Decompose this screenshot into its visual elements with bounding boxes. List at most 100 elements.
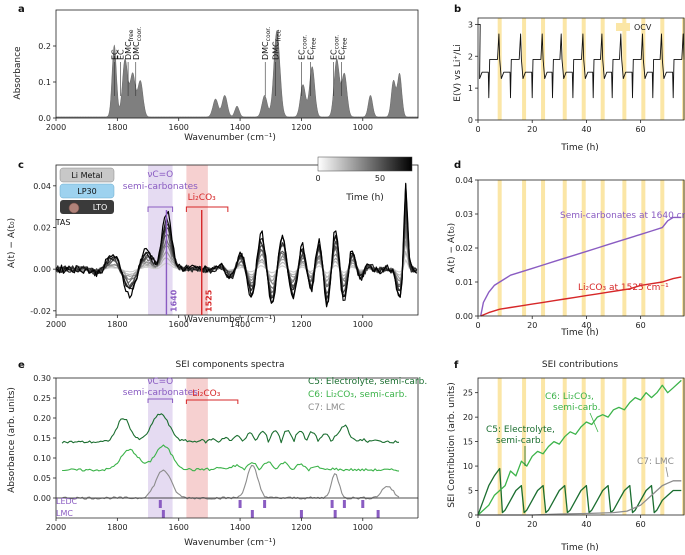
b-ytick-label: 2: [468, 52, 473, 61]
difference-spectrum: [55, 215, 418, 295]
marker-1525-label: 1525: [205, 289, 214, 312]
f-c7-label: C7: LMC: [637, 457, 674, 467]
e-ytick-label: 0.25: [33, 394, 51, 403]
panel-a-spectrum: [55, 29, 419, 119]
ref-marker-lmc: [299, 510, 303, 518]
panel-d-ylabel: A(t) − A(t₀): [447, 223, 457, 273]
lto-label: LTO: [93, 203, 108, 212]
c-ytick-label: -0.02: [30, 307, 51, 316]
ocv-band: [581, 18, 586, 120]
panel-b-ocv-bands: [497, 18, 685, 120]
a-xtick-label: 1200: [291, 123, 311, 132]
f-c5-label-2: semi-carb.: [496, 436, 543, 446]
panel-d-axes: 0 20 40 60 0.00 0.01 0.02 0.03 0.04: [455, 176, 685, 330]
bracket-semi-carbonates: [147, 206, 174, 212]
d-xtick-label: 0: [475, 321, 480, 330]
annotation-label: ECfree: [337, 37, 348, 60]
d-ytick-label: 0.03: [455, 210, 473, 219]
panel-f-xlabel: Time (h): [560, 543, 599, 553]
b-ytick-label: 3: [468, 20, 473, 29]
difference-spectrum: [55, 205, 417, 299]
ocv-band: [497, 378, 502, 515]
ocv-band: [660, 180, 665, 316]
panel-c-ylabel: A(t) − A(t₀): [7, 218, 17, 268]
f-ytick-label: 10: [463, 462, 473, 471]
panel-f-ylabel: SEI Contribution (arb. units): [447, 382, 457, 507]
ocv-band: [581, 180, 586, 316]
ocv-band: [522, 18, 527, 120]
d-xtick-label: 60: [636, 321, 646, 330]
series-line-0: [480, 216, 682, 317]
ocv-legend-swatch: [616, 23, 630, 31]
semi-carbonate-series-label: Semi-carbonates at 1640 cm⁻¹: [560, 211, 685, 221]
panel-e: e SEI components spectra 0.00 0.05 0.10 0.1…: [7, 360, 427, 548]
d-xtick-label: 40: [581, 321, 591, 330]
ocv-legend-label: OCV: [634, 23, 652, 32]
e-band-label-li2co3: Li₂CO₃: [192, 389, 220, 399]
band-red: [186, 165, 208, 315]
panel-letter-a: a: [18, 4, 25, 15]
ocv-band: [497, 180, 502, 316]
panel-b-xlabel: Time (h): [560, 143, 599, 153]
ocv-band: [541, 18, 546, 120]
a-ytick-label: 0.1: [38, 78, 51, 87]
e-xtick-label: 1000: [353, 523, 373, 532]
panel-e-reference-markers: [158, 500, 380, 518]
panel-e-axes: 0.00 0.05 0.10 0.15 0.20 0.25 0.30 2000 1800 1600…: [33, 374, 419, 532]
legend-c6: C6: Li₂CO₃, semi-carb.: [308, 390, 407, 400]
panel-f-annotations: C6: Li₂CO₃, semi-carb. C5: Electrolyte, …: [486, 392, 674, 478]
annotation-label: DMCcoor.: [261, 27, 272, 60]
f-ytick-label: 20: [463, 413, 473, 422]
e-ytick-label: 0.10: [33, 454, 51, 463]
a-xtick-label: 2000: [46, 123, 66, 132]
panel-b-legend: OCV: [616, 23, 652, 32]
a-xtick-label: 1400: [230, 123, 250, 132]
e-ytick-label: 0.05: [33, 474, 51, 483]
f-xtick-label: 20: [527, 520, 537, 529]
ref-marker-ledc: [263, 500, 267, 508]
f-c5-label-1: C5: Electrolyte,: [486, 425, 555, 435]
panel-a-ylabel: Absorbance: [13, 46, 23, 100]
panel-letter-e: e: [18, 360, 25, 371]
e-xtick-label: 2000: [46, 523, 66, 532]
f-c7-arrow: [665, 466, 669, 478]
annotation-label: EC: [116, 49, 125, 60]
ocv-band: [522, 378, 527, 515]
e-ytick-label: 0.00: [33, 494, 51, 503]
potential-trace: [478, 23, 685, 99]
f-xtick-label: 40: [581, 520, 591, 529]
panel-e-ylabel: Absorbance (arb. units): [7, 387, 17, 493]
panel-f: f SEI contributions 0 20 40 60 0 5 10 15 20 25 C6…: [447, 360, 685, 553]
ref-marker-lmc: [161, 510, 165, 518]
colorbar-tick-0: 0: [315, 174, 320, 183]
panel-d-series: [480, 216, 682, 317]
ref-marker-ledc: [158, 500, 162, 508]
e-bracket-semi: [147, 398, 174, 403]
annotation-subscript: free: [341, 37, 348, 49]
ocv-band: [562, 180, 567, 316]
lmc-row-label: LMC: [56, 509, 73, 518]
ocv-band: [562, 18, 567, 120]
e-band-label-semi-2: semi-carbonates: [123, 388, 198, 398]
ocv-band: [622, 180, 627, 316]
b-xtick-label: 0: [475, 125, 480, 134]
li-metal-label: Li Metal: [71, 171, 102, 180]
li-metal-layer: [59, 167, 115, 183]
ledc-row-label: LEDC: [56, 497, 78, 506]
d-ytick-label: 0.02: [455, 244, 473, 253]
panel-a: a ECECDMCfreeDMCcoor.DMCcoor.DMCfreeECco…: [13, 4, 419, 143]
annotation-subscript: free: [128, 29, 135, 41]
lp30-label: LP30: [77, 187, 96, 196]
b-xtick-label: 60: [636, 125, 646, 134]
f-ytick-label: 5: [468, 487, 473, 496]
d-ytick-label: 0.00: [455, 312, 473, 321]
annotation-subscript: free: [311, 37, 318, 49]
e-ytick-label: 0.15: [33, 434, 51, 443]
component-spectrum-1: [62, 444, 400, 472]
e-bracket-li2co3: [185, 399, 239, 404]
ref-marker-ledc: [238, 500, 242, 508]
f-c6-label-1: C6: Li₂CO₃,: [545, 392, 594, 402]
panel-f-title: SEI contributions: [542, 360, 618, 370]
